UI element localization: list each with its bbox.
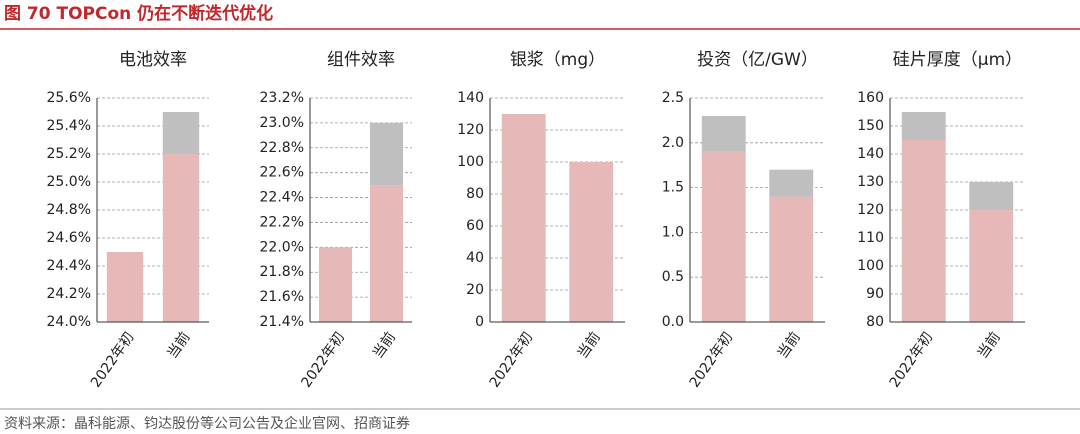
bar-segment — [969, 210, 1014, 322]
source-note: 资料来源：晶科能源、钧达股份等公司公告及企业官网、招商证券 — [4, 415, 410, 432]
bar-segment — [106, 252, 144, 322]
x-tick-label: 2022年初 — [686, 329, 736, 391]
y-tick-label: 140 — [857, 146, 884, 162]
y-tick-label: 130 — [857, 174, 884, 190]
y-tick-label: 21.6% — [260, 289, 304, 305]
x-tick-label: 2022年初 — [298, 329, 348, 391]
y-tick-label: 24.4% — [47, 258, 91, 274]
x-tick-label: 2022年初 — [886, 329, 936, 391]
y-tick-label: 110 — [857, 230, 884, 246]
y-tick-label: 22.2% — [260, 214, 304, 230]
y-tick-label: 1.0 — [662, 224, 684, 240]
y-tick-label: 40 — [466, 250, 484, 266]
y-tick-label: 25.0% — [47, 174, 91, 190]
chart-title: 硅片厚度（μm） — [893, 50, 1022, 70]
bar-segment — [501, 114, 546, 322]
bar-segment — [569, 162, 614, 322]
y-tick-label: 100 — [457, 154, 484, 170]
y-tick-label: 2.0 — [662, 135, 684, 151]
y-tick-label: 120 — [857, 202, 884, 218]
y-tick-label: 25.6% — [47, 90, 91, 106]
y-tick-label: 22.4% — [260, 190, 304, 206]
y-tick-label: 20 — [466, 282, 484, 298]
bar-segment — [769, 196, 814, 322]
y-tick-label: 1.5 — [662, 180, 684, 196]
y-tick-label: 60 — [466, 218, 484, 234]
y-tick-label: 24.0% — [47, 314, 91, 330]
bar-segment — [969, 182, 1014, 210]
x-tick-label: 当前 — [774, 329, 804, 362]
bar-segment — [318, 247, 353, 322]
bar-segment — [701, 115, 746, 152]
bar-segment — [162, 112, 200, 154]
y-tick-label: 24.6% — [47, 230, 91, 246]
chart-title: 组件效率 — [327, 50, 395, 70]
x-tick-label: 当前 — [369, 329, 399, 362]
y-tick-label: 0.5 — [662, 269, 684, 285]
bar-segment — [769, 169, 814, 197]
x-tick-label: 当前 — [164, 329, 194, 362]
y-tick-label: 23.0% — [260, 115, 304, 131]
bar-segment — [701, 151, 746, 322]
y-tick-label: 25.4% — [47, 118, 91, 134]
y-tick-label: 120 — [457, 122, 484, 138]
y-tick-label: 22.8% — [260, 140, 304, 156]
y-tick-label: 160 — [857, 90, 884, 106]
bar-segment — [369, 122, 404, 186]
y-tick-label: 21.4% — [260, 314, 304, 330]
y-tick-label: 80 — [866, 314, 884, 330]
x-tick-label: 当前 — [974, 329, 1004, 362]
y-tick-label: 22.6% — [260, 165, 304, 181]
y-tick-label: 140 — [457, 90, 484, 106]
figure-title: 图 70 TOPCon 仍在不断迭代优化 — [4, 3, 273, 24]
y-tick-label: 23.2% — [260, 90, 304, 106]
bar-segment — [901, 112, 946, 140]
y-tick-label: 100 — [857, 258, 884, 274]
y-tick-label: 22.0% — [260, 239, 304, 255]
y-tick-label: 0 — [475, 314, 484, 330]
y-tick-label: 25.2% — [47, 146, 91, 162]
x-tick-label: 当前 — [574, 329, 604, 362]
y-tick-label: 24.8% — [47, 202, 91, 218]
bar-segment — [369, 185, 404, 322]
chart-title: 电池效率 — [119, 50, 187, 70]
x-tick-label: 2022年初 — [87, 329, 137, 391]
x-tick-label: 2022年初 — [486, 329, 536, 391]
y-tick-label: 2.5 — [662, 90, 684, 106]
y-tick-label: 0.0 — [662, 314, 684, 330]
bar-segment — [162, 154, 200, 322]
y-tick-label: 24.2% — [47, 286, 91, 302]
chart-title: 银浆（mg） — [510, 50, 605, 70]
y-tick-label: 80 — [466, 186, 484, 202]
y-tick-label: 150 — [857, 118, 884, 134]
bar-segment — [901, 140, 946, 322]
chart-title: 投资（亿/GW） — [697, 50, 818, 70]
y-tick-label: 90 — [866, 286, 884, 302]
y-tick-label: 21.8% — [260, 264, 304, 280]
